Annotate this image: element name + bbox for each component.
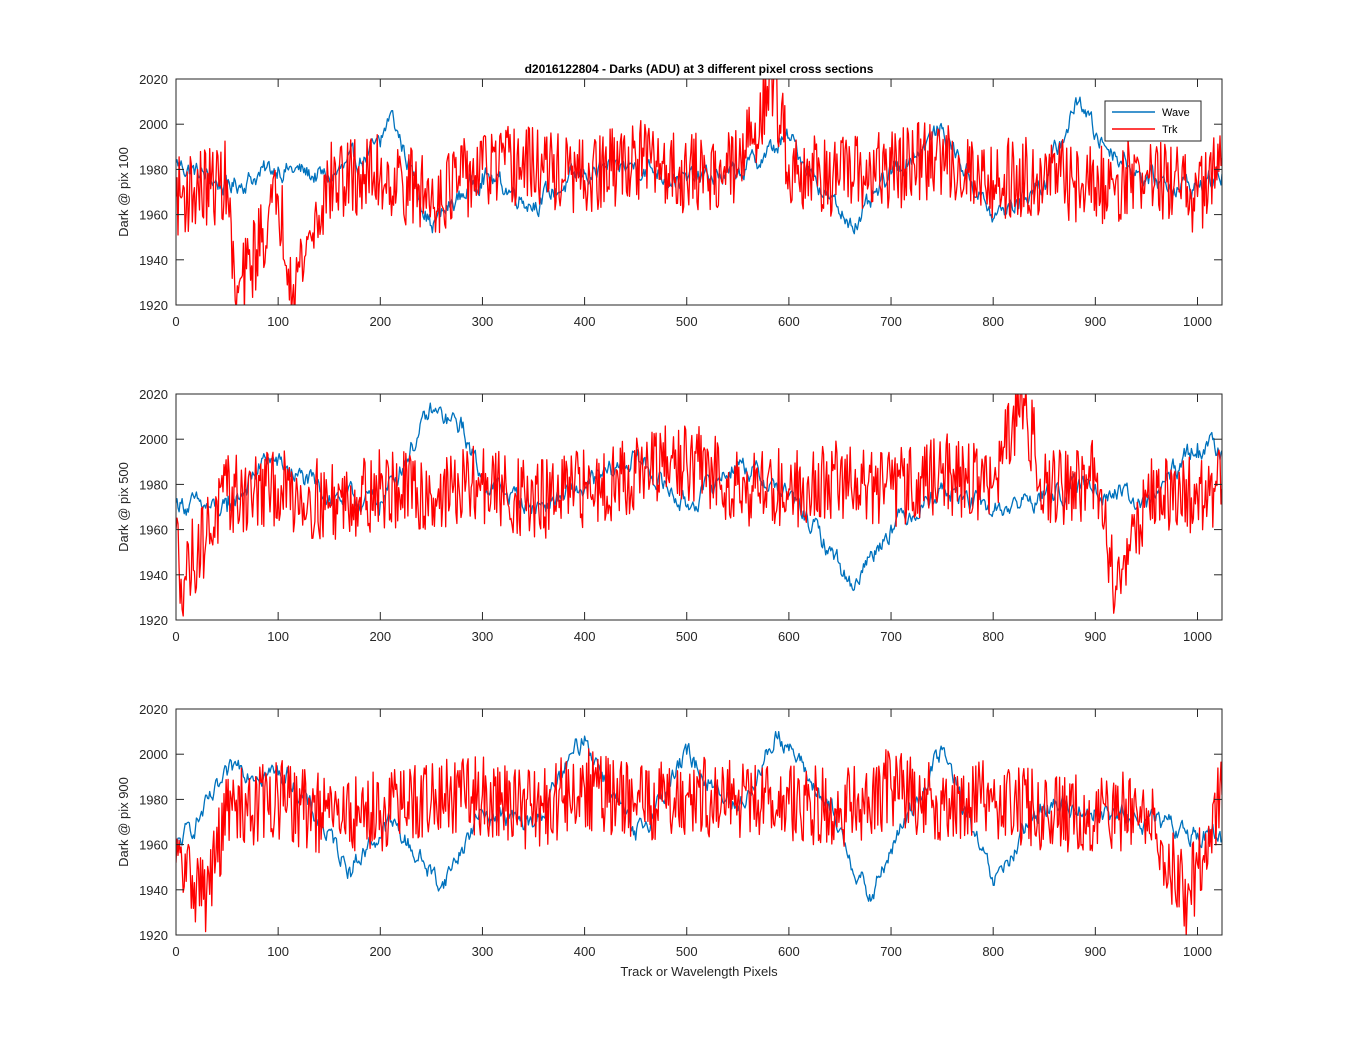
x-tick-label: 400	[574, 629, 596, 644]
y-tick-label: 2020	[139, 387, 168, 402]
x-tick-label: 1000	[1183, 314, 1212, 329]
x-tick-label: 100	[267, 944, 289, 959]
x-tick-label: 700	[880, 944, 902, 959]
y-tick-label: 1980	[139, 162, 168, 177]
x-tick-label: 600	[778, 314, 800, 329]
y-tick-label: 2000	[139, 117, 168, 132]
subplot-1: 0 100 200 300 400 500 600 700 800 900 1000 1920 1940…	[116, 72, 1223, 329]
x-tick-label: 300	[472, 944, 494, 959]
y-axis-label: Dark @ pix 900	[116, 777, 131, 867]
series-lines	[176, 394, 1222, 617]
y-tick-label: 2020	[139, 72, 168, 87]
series-line-trk	[176, 394, 1222, 617]
y-tick-label: 1960	[139, 523, 168, 538]
y-tick-label: 1980	[139, 477, 168, 492]
subplot-panels: 0 100 200 300 400 500 600 700 800 900 100019201940…	[116, 72, 1223, 959]
y-tick-label: 1940	[139, 253, 168, 268]
y-tick-label: 1960	[139, 838, 168, 853]
axes-box	[175, 78, 1223, 306]
x-tick-label: 100	[267, 314, 289, 329]
y-tick-label: 2000	[139, 747, 168, 762]
x-tick-label: 500	[676, 629, 698, 644]
x-tick-label: 600	[778, 944, 800, 959]
x-tick-label: 600	[778, 629, 800, 644]
x-tick-label: 900	[1084, 314, 1106, 329]
y-axis-label: Dark @ pix 500	[116, 462, 131, 552]
y-tick-label: 2020	[139, 702, 168, 717]
x-tick-label: 1000	[1183, 629, 1212, 644]
x-tick-label: 700	[880, 629, 902, 644]
y-tick-label: 1920	[139, 613, 168, 628]
y-tick-label: 2000	[139, 432, 168, 447]
x-tick-label: 500	[676, 314, 698, 329]
x-tick-label: 800	[982, 314, 1004, 329]
x-tick-label: 200	[369, 944, 391, 959]
x-tick-label: 400	[574, 944, 596, 959]
legend-label-trk: Trk	[1162, 124, 1178, 136]
series-line-trk	[176, 79, 1222, 305]
x-tick-label: 400	[574, 314, 596, 329]
subplot-2: 0 100 200 300 400 500 600 700 800 900 1000 1920 1940…	[116, 387, 1223, 644]
y-tick-label: 1940	[139, 568, 168, 583]
x-tick-label: 500	[676, 944, 698, 959]
x-tick-label: 900	[1084, 629, 1106, 644]
subplot-3: 0 100 200 300 400 500 600 700 800 900 1000 1920 1940…	[116, 702, 1223, 959]
x-tick-label: 800	[982, 629, 1004, 644]
x-tick-label: 200	[369, 314, 391, 329]
legend-label-wave: Wave	[1162, 107, 1190, 119]
axes-box	[175, 708, 1223, 936]
x-tick-label: 700	[880, 314, 902, 329]
y-tick-label: 1920	[139, 298, 168, 313]
x-tick-label: 300	[472, 629, 494, 644]
x-tick-label: 0	[172, 944, 179, 959]
x-tick-label: 800	[982, 944, 1004, 959]
y-tick-label: 1960	[139, 208, 168, 223]
y-axis-label: Dark @ pix 100	[116, 147, 131, 237]
y-tick-label: 1980	[139, 792, 168, 807]
x-tick-label: 900	[1084, 944, 1106, 959]
x-tick-label: 100	[267, 629, 289, 644]
series-lines	[176, 79, 1222, 305]
x-tick-label: 1000	[1183, 944, 1212, 959]
y-tick-label: 1920	[139, 928, 168, 943]
y-tick-label: 1940	[139, 883, 168, 898]
x-axis-label: Track or Wavelength Pixels	[620, 964, 778, 979]
series-line-trk	[176, 748, 1222, 935]
figure-title: d2016122804 - Darks (ADU) at 3 different…	[525, 62, 874, 76]
axes-box	[175, 393, 1223, 621]
x-tick-label: 0	[172, 314, 179, 329]
series-lines	[176, 730, 1222, 935]
legend-box	[1104, 100, 1202, 142]
x-tick-label: 300	[472, 314, 494, 329]
x-tick-label: 200	[369, 629, 391, 644]
x-tick-label: 0	[172, 629, 179, 644]
legend: Wave Trk	[1104, 100, 1202, 142]
